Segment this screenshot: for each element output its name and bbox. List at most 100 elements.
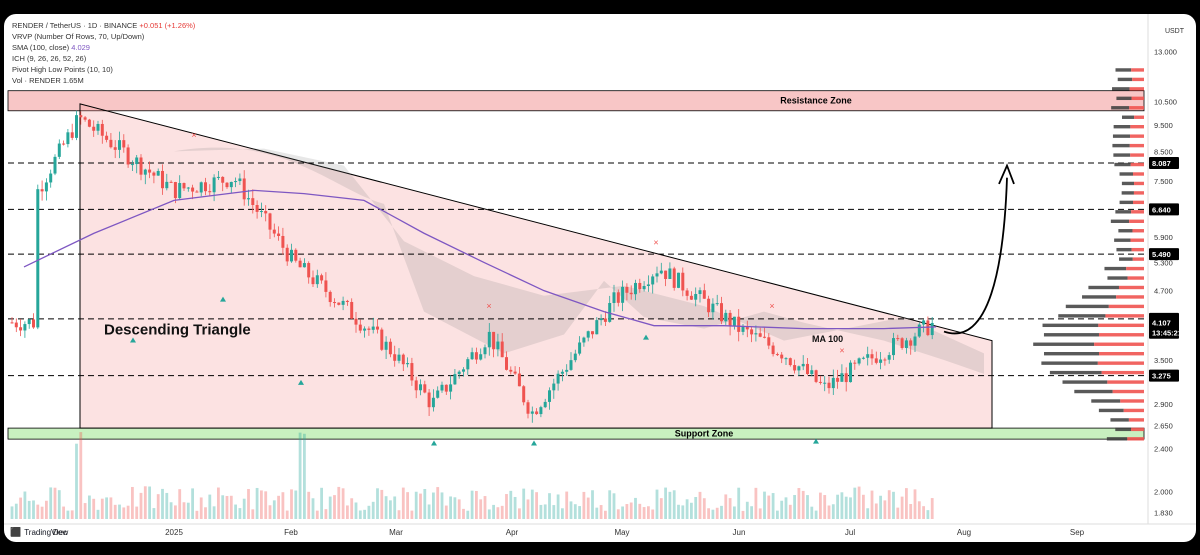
- volume-bar: [70, 510, 74, 519]
- volume-bar: [444, 505, 448, 519]
- candle-body: [612, 292, 616, 304]
- volume-bar: [543, 504, 547, 519]
- volume-bar: [126, 505, 130, 519]
- volume-bar: [548, 493, 551, 519]
- volume-profile-bar: [1116, 295, 1144, 299]
- indicator-pivots[interactable]: Pivot High Low Points (10, 10): [12, 64, 195, 75]
- volume-bar: [754, 487, 758, 519]
- indicator-vrvp[interactable]: VRVP (Number Of Rows, 70, Up/Down): [12, 31, 195, 42]
- volume-bar: [242, 498, 246, 519]
- time-tick-label: Jun: [733, 528, 746, 537]
- candle-body: [14, 322, 18, 328]
- volume-bar: [165, 492, 169, 519]
- price-label-tag: [1149, 326, 1179, 339]
- volume-profile-bar: [1044, 351, 1100, 356]
- resistance-zone: [7, 90, 1145, 112]
- candle-body: [728, 312, 732, 327]
- candle-body: [745, 325, 749, 330]
- indicator-sma[interactable]: SMA (100, close) 4.029: [12, 42, 195, 53]
- price-label-tag: [1149, 316, 1179, 329]
- candle-body: [281, 235, 285, 248]
- volume-bar: [677, 504, 680, 519]
- volume-bar: [707, 508, 710, 519]
- volume-profile-bar: [1065, 304, 1109, 309]
- volume-bar: [217, 487, 220, 519]
- volume-bar: [810, 506, 814, 519]
- candle-body: [552, 383, 556, 391]
- candle-body: [440, 384, 444, 391]
- volume-bar: [870, 490, 874, 519]
- volume-profile-bar: [1129, 106, 1144, 110]
- volume-bar: [178, 489, 182, 519]
- volume-bar: [96, 509, 100, 519]
- volume-profile-bar: [1101, 370, 1144, 375]
- volume-bar: [535, 492, 538, 519]
- volume-bar: [771, 493, 775, 519]
- volume-bar: [148, 486, 151, 519]
- volume-profile-bar: [1113, 153, 1131, 157]
- volume-profile-bar: [1106, 437, 1128, 441]
- volume-bar: [337, 486, 341, 519]
- candle-body: [853, 362, 857, 364]
- candle-body: [341, 300, 345, 305]
- volume-bar: [905, 488, 908, 519]
- volume-bar: [264, 491, 268, 519]
- volume-bar: [599, 505, 603, 519]
- price-label-text: 8.087: [1152, 159, 1171, 168]
- volume-bar: [715, 507, 719, 519]
- volume-bar: [45, 500, 48, 519]
- candle-body: [814, 370, 818, 382]
- volume-profile-bar: [1094, 342, 1144, 346]
- price-label-text: 5.490: [1152, 250, 1171, 259]
- volume-bar: [92, 498, 96, 519]
- volume-bar: [900, 496, 904, 519]
- volume-bar: [75, 443, 78, 519]
- volume-bar: [419, 493, 422, 519]
- pivot-high-icon: ×: [486, 301, 491, 311]
- candle-body: [483, 347, 487, 355]
- volume-bar: [509, 490, 513, 519]
- volume-bar: [926, 510, 930, 519]
- indicator-volume[interactable]: Vol · RENDER 1.65M: [12, 75, 195, 86]
- volume-bar: [638, 503, 642, 519]
- candle-body: [582, 337, 586, 343]
- price-change: +0.051 (+1.26%): [139, 21, 196, 30]
- candle-body: [711, 303, 715, 313]
- candle-body: [806, 363, 809, 375]
- candle-body: [251, 198, 255, 206]
- volume-bar: [866, 508, 870, 519]
- candle-body: [380, 329, 384, 350]
- candle-body: [311, 277, 315, 285]
- candle-body: [526, 402, 530, 414]
- brand-name: TradingView: [24, 528, 69, 537]
- candle-body: [887, 355, 891, 360]
- volume-bar: [281, 492, 285, 519]
- volume-bar: [741, 510, 745, 519]
- candle-body: [414, 380, 418, 391]
- symbol-title[interactable]: RENDER / TetherUS · 1D · BINANCE: [12, 21, 138, 30]
- candle-body: [904, 340, 908, 349]
- candle-body: [363, 328, 367, 331]
- volume-profile-bar: [1132, 172, 1144, 176]
- currency-label[interactable]: USDT: [1164, 28, 1184, 35]
- candle-body: [427, 392, 431, 408]
- volume-profile-bar: [1112, 134, 1131, 138]
- volume-bar: [27, 500, 31, 519]
- volume-bar: [853, 487, 857, 519]
- candle-body: [539, 407, 543, 415]
- candle-body: [152, 172, 156, 176]
- volume-bar: [285, 510, 289, 519]
- footer-brand: ⬛ TradingView: [10, 527, 68, 538]
- candle-body: [457, 371, 461, 375]
- time-tick-label: Jul: [845, 528, 855, 537]
- indicator-ichimoku[interactable]: ICH (9, 26, 26, 52, 26): [12, 53, 195, 64]
- price-chart[interactable]: Resistance Zone Support Zone Descending Tr…: [4, 14, 1196, 542]
- candle-body: [130, 164, 134, 166]
- volume-profile-bar: [1130, 124, 1144, 129]
- volume-bar: [191, 488, 194, 519]
- candle-body: [655, 273, 659, 277]
- volume-bar: [470, 490, 474, 519]
- candle-body: [930, 322, 934, 336]
- candle-body: [573, 353, 577, 361]
- volume-bar: [745, 501, 749, 519]
